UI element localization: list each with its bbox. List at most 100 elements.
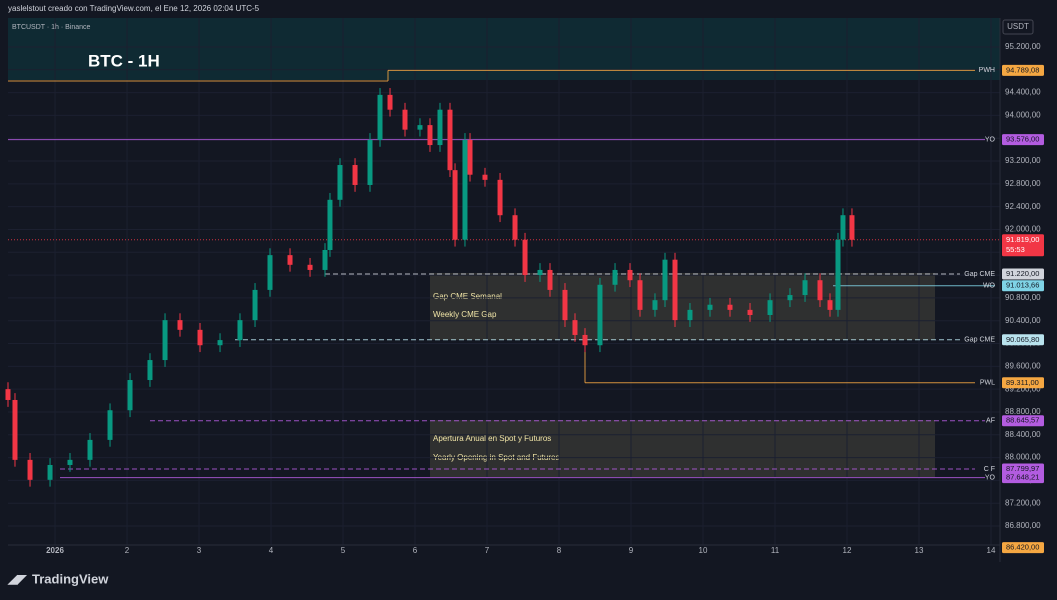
candle-body [707, 304, 713, 310]
price-tag-label: 86.420,00 [1006, 543, 1039, 552]
candle-body [802, 280, 808, 296]
candle-body [652, 300, 658, 310]
price-tag-label: 89.311,00 [1006, 378, 1039, 387]
symbol: BTCUSDT · 1h · Binance [12, 24, 91, 31]
x-tick-label: 3 [197, 546, 202, 555]
candle-body [367, 139, 373, 185]
candle-body [672, 259, 678, 321]
price-tag-label: 88.645,57 [1006, 416, 1039, 425]
level-name: YO [985, 474, 996, 481]
x-tick-label: 14 [987, 546, 996, 555]
price-tag [1002, 415, 1044, 427]
candle-body [835, 239, 841, 310]
candle-body [817, 280, 823, 301]
y-tick-label: 95.200,00 [1005, 42, 1041, 51]
y-tick-label: 90.800,00 [1005, 293, 1041, 302]
candle-body [127, 380, 133, 411]
candle-body [377, 94, 383, 140]
x-tick-label: 12 [843, 546, 852, 555]
candle-body [197, 329, 203, 346]
x-tick-label: 11 [771, 546, 780, 555]
candle-body [437, 109, 443, 146]
price-tag [1002, 542, 1044, 554]
candle-body [687, 309, 693, 321]
x-tick-label: 2 [125, 546, 130, 555]
candle-body [47, 464, 53, 480]
candle-body [402, 109, 408, 130]
candle-body [417, 125, 423, 130]
candle-body [352, 165, 358, 185]
candle-body [147, 360, 153, 381]
price-tag [1002, 280, 1044, 292]
candle-body [627, 269, 633, 281]
candle-body [322, 249, 328, 270]
y-tick-label: 94.000,00 [1005, 111, 1041, 120]
y-tick-label: 92.400,00 [1005, 202, 1041, 211]
candle-body [522, 239, 528, 276]
level-name: PWH [979, 67, 995, 74]
y-tick-label: 88.400,00 [1005, 430, 1041, 439]
price-tag [1002, 472, 1044, 484]
candle-body [467, 139, 473, 175]
candle-body [427, 125, 433, 146]
y-tick-label: 92.800,00 [1005, 179, 1041, 188]
currency: USDT [1007, 22, 1029, 31]
y-tick-label: 89.600,00 [1005, 361, 1041, 370]
y-tick-label: 88.800,00 [1005, 407, 1041, 416]
candle-body [217, 340, 223, 346]
candle-body [497, 179, 503, 216]
candle-body [327, 199, 333, 250]
candle-body [597, 284, 603, 346]
box-text: Gap CME Semanal [433, 292, 502, 301]
level-name: PWL [980, 380, 995, 387]
candle-body [537, 269, 543, 276]
gap-box [430, 273, 935, 340]
candle-body [767, 300, 773, 316]
x-tick-label: 7 [485, 546, 490, 555]
plot [5, 18, 1000, 545]
candle-body [337, 165, 343, 200]
price-tag-label: 87.648,21 [1006, 473, 1039, 482]
candle-body [27, 459, 33, 480]
y-tick-label: 88.000,00 [1005, 453, 1041, 462]
candle-body [252, 289, 258, 321]
level-name: C F [984, 466, 995, 473]
price-tag-label: 93.576,00 [1006, 135, 1039, 144]
box-text: Weekly CME Gap [433, 310, 497, 319]
y-tick-label: 90.400,00 [1005, 316, 1041, 325]
price-tag [1002, 234, 1044, 257]
y-tick-label: 87.200,00 [1005, 498, 1041, 507]
candle-body [582, 334, 588, 346]
candle-body [512, 215, 518, 240]
y-tick-label: 93.200,00 [1005, 156, 1041, 165]
price-tag [1002, 64, 1044, 76]
x-tick-label: 10 [699, 546, 708, 555]
candle-body [107, 410, 113, 440]
candle-body [237, 320, 243, 341]
price-tag-label: 91.819,00 [1006, 235, 1039, 244]
price-tag [1002, 377, 1044, 389]
candle-body [307, 264, 313, 270]
candle-body [462, 139, 468, 240]
footer-logo: TradingView [32, 571, 109, 586]
candle-body [547, 269, 553, 290]
candle-body [612, 269, 618, 285]
candle-body [87, 439, 93, 460]
candle-body [840, 215, 846, 240]
price-tag-label: 91.220,00 [1006, 269, 1039, 278]
price-tag-label: 90.065,80 [1006, 335, 1039, 344]
y-tick-label: 94.400,00 [1005, 88, 1041, 97]
price-tag-label: 91.013,66 [1006, 281, 1039, 290]
opening-box [430, 420, 935, 477]
candle-body [177, 320, 183, 330]
x-tick-label: 6 [413, 546, 418, 555]
candle-body [572, 320, 578, 335]
candle-body [162, 320, 168, 361]
price-tag [1002, 463, 1044, 475]
box-title: BTC - 1H [88, 51, 160, 70]
candle-body [727, 304, 733, 310]
level-name: Gap CME [964, 271, 995, 278]
logo-icon: ◢◤ [7, 572, 27, 586]
candle-body [787, 295, 793, 301]
